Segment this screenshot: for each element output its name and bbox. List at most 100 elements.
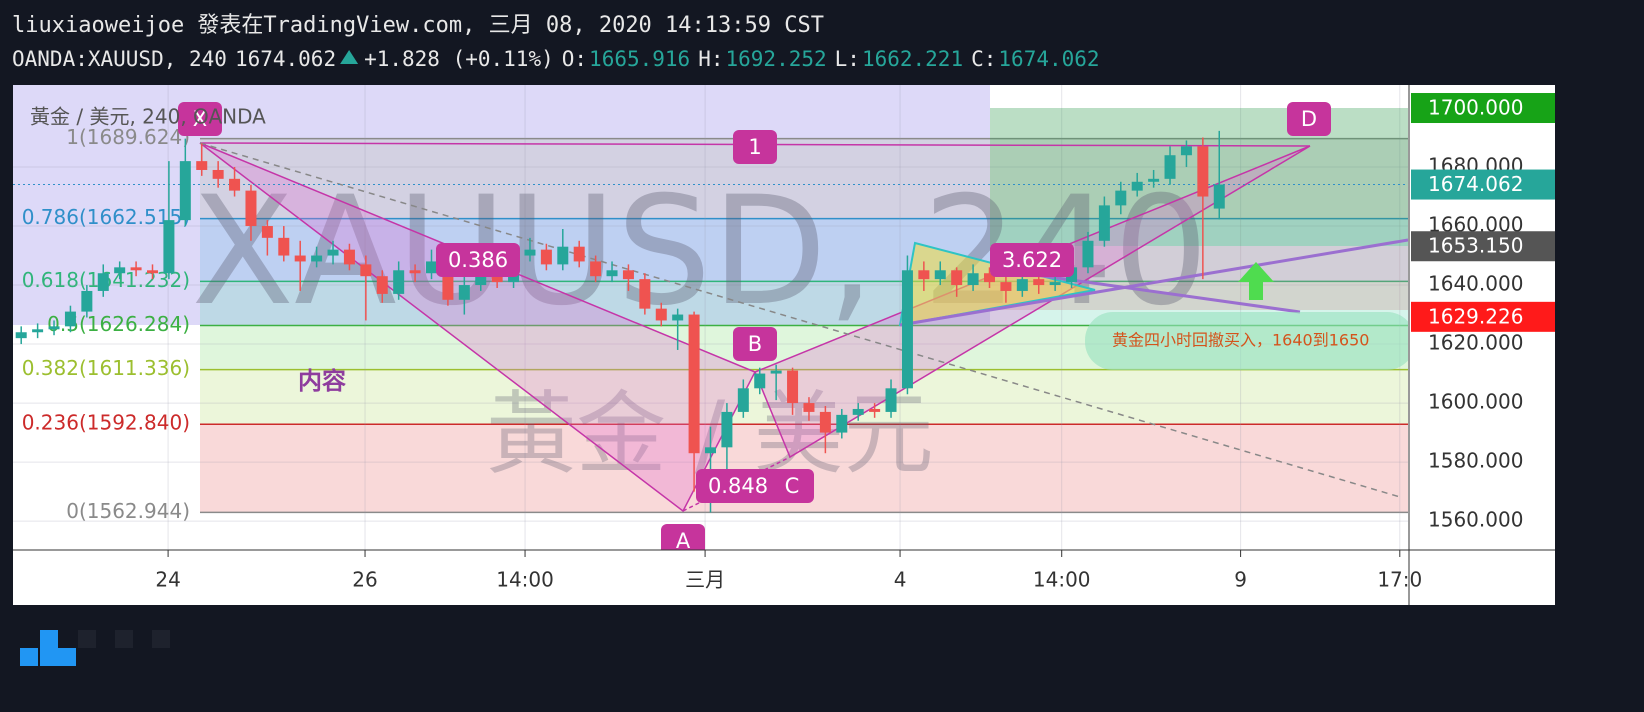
logo — [20, 630, 170, 666]
candle-body — [229, 178, 241, 191]
candle-body — [245, 190, 257, 227]
candle-body — [557, 246, 569, 265]
candle-body — [1148, 178, 1160, 182]
fib-label: 0.786(1662.515) — [22, 205, 190, 229]
candle-body — [1000, 282, 1012, 291]
candle-body — [1180, 146, 1192, 156]
header-text: O: — [562, 47, 587, 71]
candle-body — [672, 314, 684, 321]
note-bubble — [1085, 312, 1408, 370]
header-text: 1674.062 — [998, 47, 1099, 71]
candle-body — [64, 311, 76, 327]
candle-body — [639, 279, 651, 309]
candle-body — [163, 220, 175, 274]
header-text: 1674.062 — [235, 47, 336, 71]
candle-body — [787, 370, 799, 404]
pattern-label: D — [1301, 107, 1317, 131]
candle-body — [81, 290, 93, 312]
candle-body — [409, 270, 421, 274]
candle-body — [590, 261, 602, 277]
price-badge-label: 1653.150 — [1428, 234, 1523, 258]
pattern-label: 1 — [748, 135, 761, 159]
header-text: 1692.252 — [726, 47, 827, 71]
candle-body — [147, 270, 158, 274]
candle-body — [1164, 155, 1176, 179]
candle-body — [1197, 146, 1209, 197]
candle-body — [573, 246, 585, 262]
header-text: 1665.916 — [589, 47, 690, 71]
candle-body — [934, 270, 946, 280]
candle-body — [852, 408, 864, 415]
pattern-label: X — [193, 107, 207, 131]
candle-body — [212, 169, 224, 179]
candle-body — [688, 314, 700, 454]
header-text: OANDA:XAUUSD, 240 — [12, 47, 227, 71]
x-tick-label: 4 — [894, 568, 907, 592]
candle-body — [327, 249, 339, 256]
x-tick-label: 26 — [352, 568, 377, 592]
candle-body — [343, 249, 355, 265]
candle-body — [819, 411, 831, 433]
x-tick-label: 14:00 — [1033, 568, 1091, 592]
pattern-badge — [733, 327, 777, 361]
pattern-badge — [733, 130, 777, 164]
candle-body — [294, 255, 306, 262]
candle-body — [951, 270, 963, 286]
pattern-label: C — [785, 474, 800, 498]
text-label: 内容 — [298, 367, 346, 395]
trend-line — [899, 238, 1408, 327]
candle-body — [426, 261, 437, 274]
candle-body — [1049, 282, 1061, 286]
candle-body — [1082, 240, 1094, 268]
candle-body — [540, 249, 552, 265]
candle-body — [393, 270, 405, 294]
pattern-badge — [696, 469, 780, 503]
candle-body — [15, 332, 27, 339]
price-badge — [1411, 301, 1555, 332]
candle-body — [901, 270, 913, 389]
candle-body — [885, 388, 897, 412]
candle-body — [114, 267, 126, 274]
candle-body — [278, 237, 290, 256]
candle-body — [622, 270, 634, 280]
price-badge — [1411, 231, 1555, 262]
fib-label: 0.236(1592.840) — [22, 411, 190, 435]
plot-area: 1(1689.624)0.786(1662.515)0.618(1641.232… — [13, 85, 1408, 553]
candle-body — [984, 273, 995, 283]
pattern-label: A — [676, 529, 691, 553]
candle-body — [179, 161, 191, 221]
pattern-badge — [770, 469, 814, 503]
fib-band — [200, 369, 1408, 425]
price-badge-label: 1700.000 — [1428, 96, 1523, 120]
pattern-badge — [436, 243, 520, 277]
candle-body — [1115, 190, 1127, 206]
pattern-badge — [990, 243, 1074, 277]
header-text: +1.828 (+0.11%) — [364, 47, 554, 71]
fib-label: 0.382(1611.336) — [22, 356, 190, 380]
header-line2: OANDA:XAUUSD, 240 1674.062 +1.828 (+0.11%)… — [12, 47, 1100, 71]
x-tick-label: 三月 — [685, 568, 725, 592]
bg-zone — [13, 85, 990, 325]
x-tick-label: 24 — [155, 568, 180, 592]
up-arrow — [340, 50, 359, 64]
candle-body — [524, 249, 536, 256]
candle-body — [196, 161, 208, 170]
candle-body — [967, 273, 979, 286]
candle-body — [803, 403, 815, 412]
x-tick-label: 14:00 — [496, 568, 554, 592]
candle-body — [1098, 205, 1110, 241]
candle-body — [1016, 279, 1028, 291]
candle-body — [705, 447, 716, 454]
price-badge — [1411, 169, 1555, 200]
candle-body — [360, 264, 372, 277]
header-line1: liuxiaoweijoe 發表在TradingView.com, 三月 08,… — [12, 13, 824, 38]
candle-body — [606, 270, 618, 277]
candle-body — [918, 270, 930, 280]
pattern-badge — [661, 524, 705, 550]
fib-label: 0(1562.944) — [66, 499, 190, 523]
candle-body — [376, 276, 388, 294]
candle-body — [311, 255, 323, 262]
legend: 黃金 / 美元, 240, OANDA — [30, 105, 266, 129]
y-tick-label: 1640.000 — [1428, 272, 1523, 296]
candle-body — [1131, 181, 1143, 191]
